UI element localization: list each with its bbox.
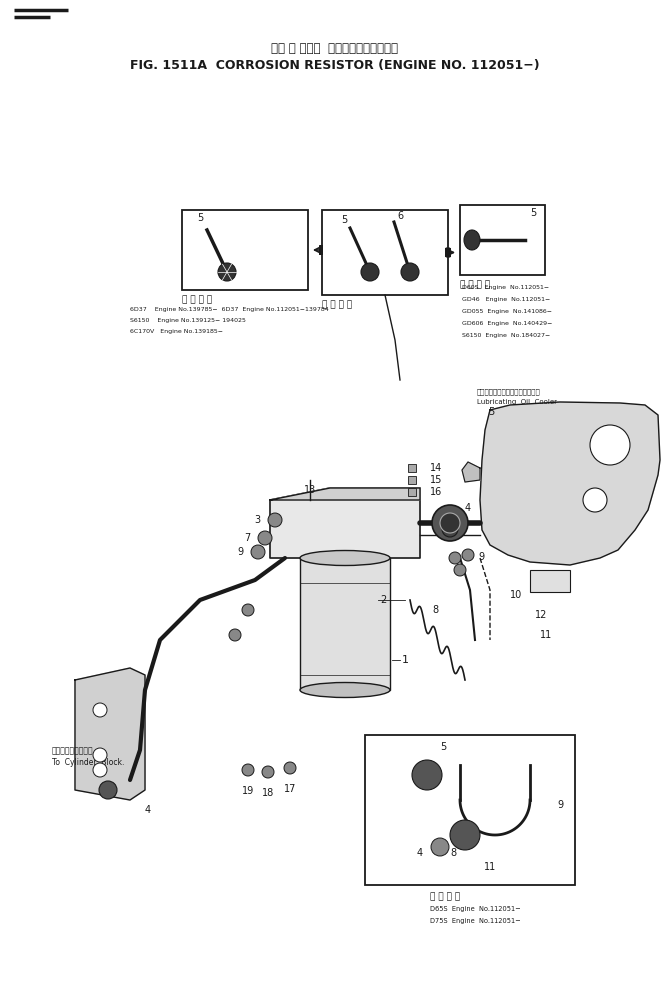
Text: コロ ー ジョン  レジスタ　　適用号機: コロ ー ジョン レジスタ 適用号機 (271, 42, 398, 55)
Text: 15: 15 (430, 475, 442, 485)
Circle shape (440, 513, 460, 533)
Text: GD606  Engine  No.140429−: GD606 Engine No.140429− (462, 321, 553, 326)
Text: 8: 8 (432, 605, 438, 615)
Circle shape (401, 263, 419, 281)
Bar (408, 476, 416, 484)
Text: GD055  Engine  No.141086−: GD055 Engine No.141086− (462, 309, 552, 314)
Circle shape (442, 521, 458, 537)
Circle shape (93, 703, 107, 717)
Circle shape (268, 513, 282, 527)
Text: 5: 5 (488, 407, 494, 417)
Circle shape (462, 549, 474, 561)
Text: FIG. 1511A  CORROSION RESISTOR (ENGINE NO. 112051−): FIG. 1511A CORROSION RESISTOR (ENGINE NO… (130, 60, 539, 72)
Text: シリンダブロックへ: シリンダブロックへ (52, 746, 94, 755)
Text: Lubricating  Oil  Cooler: Lubricating Oil Cooler (477, 399, 557, 405)
Text: 2: 2 (380, 595, 386, 605)
Circle shape (242, 764, 254, 776)
Text: 適 用 号 機: 適 用 号 機 (182, 295, 212, 304)
Circle shape (218, 263, 236, 281)
Text: D75S  Engine  No.112051−: D75S Engine No.112051− (430, 918, 520, 924)
Circle shape (432, 505, 468, 541)
Circle shape (454, 564, 466, 576)
Text: S6150    Engine No.139125− 194025: S6150 Engine No.139125− 194025 (130, 318, 246, 323)
Ellipse shape (300, 682, 390, 697)
Ellipse shape (300, 551, 390, 565)
Text: To  Cylinder  Block.: To Cylinder Block. (52, 758, 124, 767)
Text: 11: 11 (484, 862, 496, 872)
Polygon shape (270, 488, 420, 500)
Bar (408, 488, 416, 496)
Bar (460, 205, 545, 275)
Text: 4: 4 (145, 805, 151, 815)
Circle shape (251, 545, 265, 559)
Text: 6D37    Engine No.139785−  6D37  Engine No.112051−139784: 6D37 Engine No.139785− 6D37 Engine No.11… (130, 307, 328, 312)
Circle shape (361, 263, 379, 281)
Circle shape (590, 425, 630, 465)
Text: 5: 5 (440, 742, 446, 752)
Text: 13: 13 (304, 485, 316, 495)
Text: S6150  Engine  No.184027−: S6150 Engine No.184027− (462, 333, 550, 338)
Text: 4: 4 (417, 848, 423, 858)
Text: ルブリケーティングオイルクーラ: ルブリケーティングオイルクーラ (477, 388, 541, 395)
Circle shape (284, 762, 296, 774)
Circle shape (412, 760, 442, 790)
Circle shape (99, 781, 117, 799)
Text: 4: 4 (465, 503, 471, 513)
Text: 6: 6 (397, 211, 403, 221)
Bar (182, 210, 308, 290)
Text: 9: 9 (478, 552, 484, 562)
Text: 14: 14 (430, 463, 442, 473)
Text: 適 用 号 機: 適 用 号 機 (430, 892, 460, 901)
Text: 10: 10 (510, 590, 522, 600)
Text: 5: 5 (341, 215, 347, 225)
Text: 18: 18 (262, 788, 274, 798)
Circle shape (450, 820, 480, 850)
Bar (322, 210, 448, 295)
Text: 8: 8 (450, 848, 456, 858)
Text: 5: 5 (197, 213, 203, 223)
Text: 9: 9 (557, 800, 563, 810)
Text: D60S   Engine  No.112051−: D60S Engine No.112051− (462, 285, 549, 290)
Polygon shape (270, 488, 420, 558)
Text: 12: 12 (535, 610, 547, 620)
Text: 5: 5 (530, 208, 536, 218)
Bar (300, 558, 390, 690)
Text: 19: 19 (242, 786, 254, 796)
Circle shape (449, 552, 461, 564)
Circle shape (258, 531, 272, 545)
Circle shape (93, 748, 107, 762)
Circle shape (242, 604, 254, 616)
Circle shape (93, 763, 107, 777)
Circle shape (229, 629, 241, 641)
Polygon shape (75, 668, 145, 800)
Circle shape (583, 488, 607, 512)
Circle shape (262, 766, 274, 778)
Ellipse shape (464, 230, 480, 250)
Bar (530, 570, 570, 592)
Text: 9: 9 (237, 547, 243, 557)
Polygon shape (462, 462, 480, 482)
Text: 3: 3 (254, 515, 260, 525)
Text: 16: 16 (430, 487, 442, 497)
Text: 適 用 号 機: 適 用 号 機 (460, 280, 490, 289)
Text: D65S  Engine  No.112051−: D65S Engine No.112051− (430, 906, 520, 912)
Text: GD46   Engine  No.112051−: GD46 Engine No.112051− (462, 297, 550, 302)
Text: 6C170V   Engine No.139185−: 6C170V Engine No.139185− (130, 329, 223, 334)
Bar (408, 464, 416, 472)
Text: 17: 17 (284, 784, 296, 794)
Text: 適 用 号 機: 適 用 号 機 (322, 300, 352, 309)
Bar (365, 735, 575, 885)
Polygon shape (480, 402, 660, 565)
Circle shape (431, 838, 449, 856)
Text: 11: 11 (540, 630, 552, 640)
Text: 7: 7 (244, 533, 250, 543)
Text: 1: 1 (402, 655, 409, 665)
